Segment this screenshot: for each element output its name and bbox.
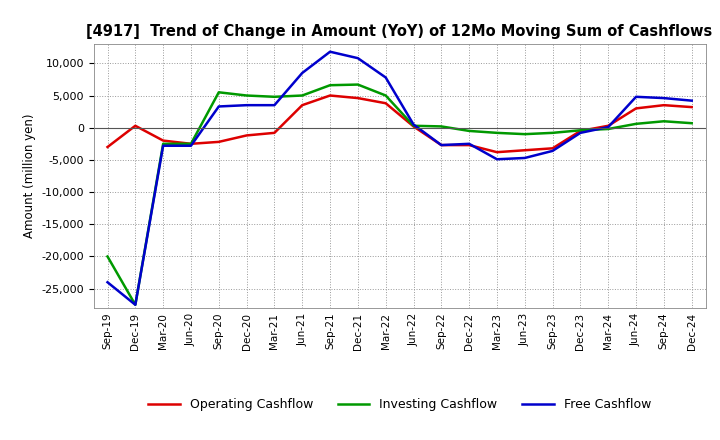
Free Cashflow <box>103 279 112 285</box>
Free Cashflow <box>688 98 696 103</box>
Investing Cashflow <box>409 123 418 128</box>
Free Cashflow <box>186 143 195 148</box>
Operating Cashflow <box>131 123 140 128</box>
Free Cashflow <box>215 104 223 109</box>
Investing Cashflow <box>215 90 223 95</box>
Free Cashflow <box>492 157 501 162</box>
Operating Cashflow <box>103 144 112 150</box>
Operating Cashflow <box>437 143 446 148</box>
Line: Operating Cashflow: Operating Cashflow <box>107 95 692 152</box>
Investing Cashflow <box>298 93 307 98</box>
Operating Cashflow <box>409 124 418 129</box>
Free Cashflow <box>604 125 613 130</box>
Free Cashflow <box>660 95 668 101</box>
Investing Cashflow <box>631 121 640 126</box>
Operating Cashflow <box>465 143 474 148</box>
Investing Cashflow <box>382 93 390 98</box>
Investing Cashflow <box>688 121 696 126</box>
Operating Cashflow <box>215 139 223 144</box>
Operating Cashflow <box>354 95 362 101</box>
Investing Cashflow <box>660 119 668 124</box>
Free Cashflow <box>382 75 390 80</box>
Free Cashflow <box>631 94 640 99</box>
Operating Cashflow <box>492 150 501 155</box>
Y-axis label: Amount (million yen): Amount (million yen) <box>23 114 36 238</box>
Investing Cashflow <box>465 128 474 134</box>
Operating Cashflow <box>521 147 529 153</box>
Investing Cashflow <box>437 124 446 129</box>
Free Cashflow <box>437 143 446 148</box>
Investing Cashflow <box>159 141 168 147</box>
Operating Cashflow <box>549 146 557 151</box>
Title: [4917]  Trend of Change in Amount (YoY) of 12Mo Moving Sum of Cashflows: [4917] Trend of Change in Amount (YoY) o… <box>86 24 713 39</box>
Investing Cashflow <box>242 93 251 98</box>
Operating Cashflow <box>159 138 168 143</box>
Line: Free Cashflow: Free Cashflow <box>107 52 692 305</box>
Investing Cashflow <box>521 132 529 137</box>
Investing Cashflow <box>492 130 501 136</box>
Free Cashflow <box>242 103 251 108</box>
Free Cashflow <box>576 130 585 136</box>
Operating Cashflow <box>325 93 334 98</box>
Operating Cashflow <box>186 141 195 147</box>
Investing Cashflow <box>186 141 195 147</box>
Operating Cashflow <box>631 106 640 111</box>
Operating Cashflow <box>576 128 585 134</box>
Operating Cashflow <box>270 130 279 136</box>
Investing Cashflow <box>270 94 279 99</box>
Investing Cashflow <box>576 128 585 133</box>
Investing Cashflow <box>131 302 140 308</box>
Free Cashflow <box>325 49 334 55</box>
Free Cashflow <box>298 70 307 76</box>
Free Cashflow <box>521 155 529 161</box>
Operating Cashflow <box>604 123 613 128</box>
Investing Cashflow <box>354 82 362 87</box>
Investing Cashflow <box>604 126 613 132</box>
Operating Cashflow <box>382 101 390 106</box>
Operating Cashflow <box>298 103 307 108</box>
Free Cashflow <box>270 103 279 108</box>
Free Cashflow <box>549 148 557 154</box>
Free Cashflow <box>131 302 140 308</box>
Line: Investing Cashflow: Investing Cashflow <box>107 84 692 305</box>
Operating Cashflow <box>688 104 696 110</box>
Free Cashflow <box>159 143 168 148</box>
Investing Cashflow <box>549 130 557 136</box>
Free Cashflow <box>465 141 474 147</box>
Free Cashflow <box>354 55 362 61</box>
Legend: Operating Cashflow, Investing Cashflow, Free Cashflow: Operating Cashflow, Investing Cashflow, … <box>143 393 656 416</box>
Operating Cashflow <box>242 133 251 138</box>
Free Cashflow <box>409 122 418 127</box>
Investing Cashflow <box>325 83 334 88</box>
Operating Cashflow <box>660 103 668 108</box>
Investing Cashflow <box>103 254 112 259</box>
